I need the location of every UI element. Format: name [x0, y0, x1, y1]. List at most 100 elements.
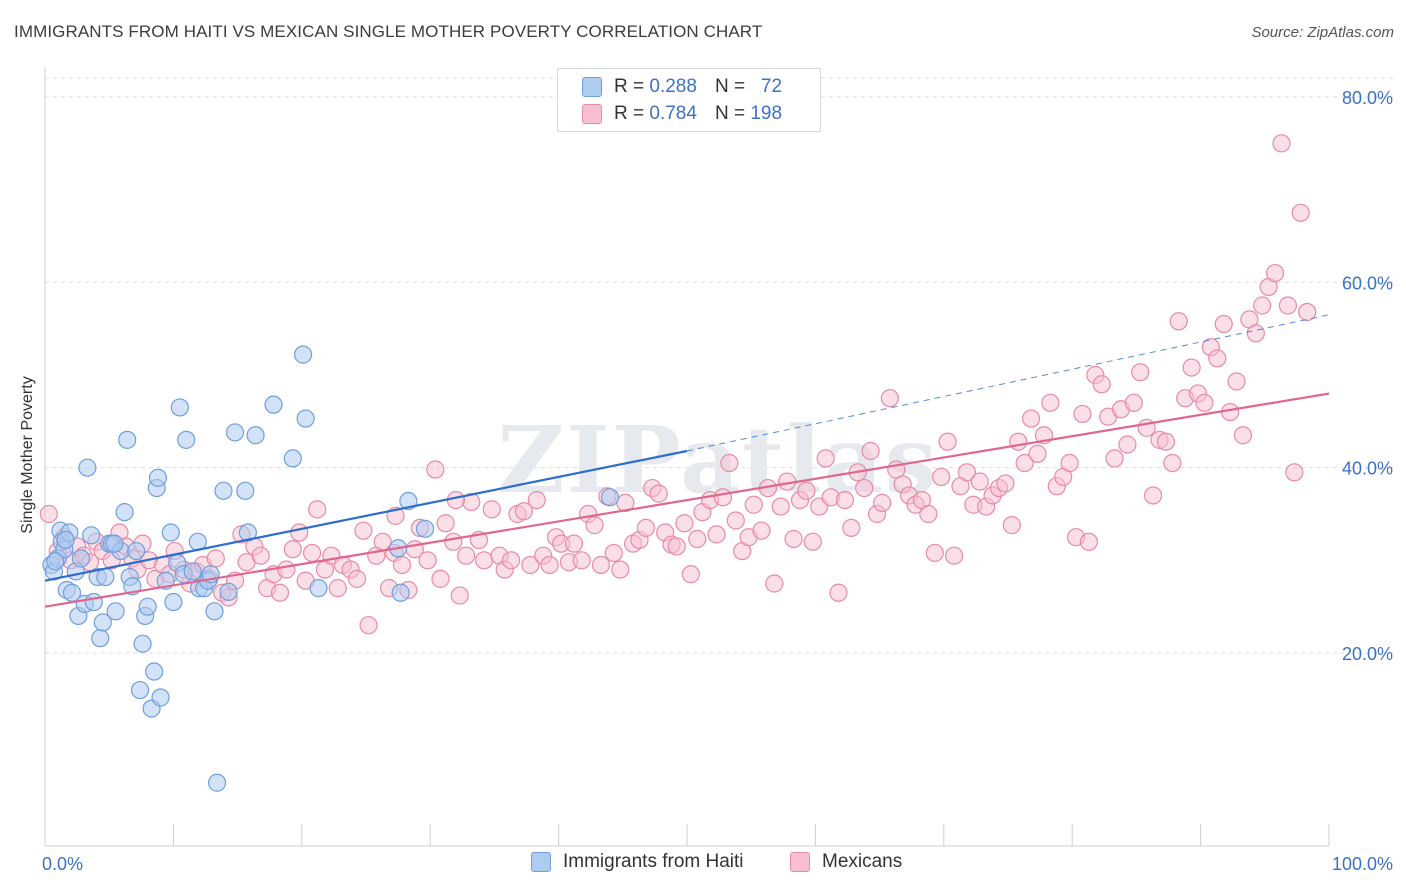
mexicans-point	[572, 551, 591, 570]
mexicans-point	[270, 583, 290, 602]
haiti-swatch	[582, 77, 602, 97]
haiti-point	[236, 481, 255, 500]
mexicans-point	[713, 488, 733, 507]
mexicans-point	[426, 460, 445, 479]
r-label: R =	[614, 76, 645, 97]
mexicans-point	[1208, 349, 1227, 368]
mexicans-point	[1298, 302, 1317, 322]
mexicans-point	[784, 529, 803, 549]
haiti-point	[130, 680, 150, 700]
r-value: 0.288	[649, 76, 697, 97]
mexicans-swatch	[790, 852, 810, 872]
mexicans-point	[880, 389, 899, 408]
mexicans-point	[514, 502, 534, 521]
haiti-swatch	[531, 852, 551, 872]
mexicans-point	[1079, 532, 1098, 551]
haiti-point	[415, 519, 435, 538]
mexicans-points	[39, 134, 1317, 635]
mexicans-point	[1272, 134, 1291, 153]
mexicans-point	[457, 546, 476, 565]
mexicans-point	[1131, 363, 1150, 382]
haiti-point	[46, 552, 65, 571]
mexicans-point	[932, 467, 951, 487]
mexicans-point	[1073, 404, 1092, 424]
haiti-point	[106, 602, 125, 621]
legend-stats: R = 0.288 N = 72 R = 0.784 N = 198	[557, 68, 821, 132]
mexicans-point	[1060, 453, 1079, 473]
mexicans-point	[527, 491, 546, 510]
haiti-point	[399, 491, 418, 511]
mexicans-point	[359, 616, 378, 635]
r-label: R =	[614, 103, 645, 124]
n-label: N =	[714, 76, 746, 97]
y-tick-label: 40.0%	[1342, 459, 1393, 479]
mexicans-point	[803, 532, 822, 551]
legend-bottom: Immigrants from Haiti Mexicans	[0, 851, 1406, 877]
mexicans-point	[290, 523, 309, 542]
haiti-point	[91, 629, 110, 648]
mexicans-point	[752, 521, 771, 540]
mexicans-point	[649, 484, 668, 503]
mexicans-point	[251, 546, 270, 565]
haiti-point	[183, 562, 202, 581]
mexicans-point	[1156, 432, 1176, 451]
mexicans-point	[957, 463, 977, 482]
haiti-point	[264, 395, 283, 414]
mexicans-point	[996, 474, 1015, 493]
mexicans-point	[744, 495, 763, 514]
mexicans-point	[720, 453, 739, 473]
haiti-point	[238, 523, 257, 542]
mexicans-point	[944, 546, 964, 565]
r-value: 0.784	[649, 103, 697, 124]
mexicans-point	[1092, 375, 1111, 394]
haiti-point	[170, 398, 189, 417]
mexicans-point	[1278, 296, 1298, 315]
axis-layer	[44, 67, 1330, 847]
mexicans-point	[636, 518, 656, 538]
mexicans-point	[475, 551, 494, 570]
mexicans-point	[1291, 203, 1310, 222]
haiti-point	[78, 458, 97, 477]
y-tick-label: 20.0%	[1342, 644, 1393, 664]
mexicans-point	[1227, 372, 1246, 391]
mexicans-point	[611, 560, 630, 579]
x-tick-label: 100.0%	[1332, 854, 1393, 874]
n-value: 198	[750, 103, 783, 124]
haiti-point	[246, 426, 265, 445]
mexicans-point	[450, 586, 469, 605]
mexicans-point	[302, 543, 322, 563]
mexicans-point	[1105, 449, 1124, 468]
mexicans-point	[604, 543, 623, 563]
haiti-point	[148, 468, 168, 487]
legend-row-mexicans: R = 0.784 N = 198	[582, 102, 782, 126]
mexicans-point	[436, 514, 455, 533]
haiti-point	[309, 579, 328, 598]
haiti-trend-line	[44, 449, 688, 582]
y-axis-label: Single Mother Poverty	[19, 376, 36, 534]
mexicans-point	[354, 521, 373, 540]
haiti-point	[105, 534, 124, 553]
haiti-point	[391, 583, 410, 602]
mexicans-point	[1233, 426, 1253, 445]
chart-title: IMMIGRANTS FROM HAITI VS MEXICAN SINGLE …	[14, 22, 763, 41]
mexicans-point	[540, 555, 559, 575]
mexicans-point	[667, 537, 686, 556]
mexicans-point	[1015, 453, 1034, 473]
haiti-point	[138, 597, 157, 616]
mexicans-point	[688, 529, 707, 549]
mexicans-point	[501, 551, 521, 570]
haiti-point	[145, 662, 164, 681]
mexicans-point	[1246, 324, 1265, 343]
mexicans-point	[328, 579, 347, 598]
mexicans-point	[835, 491, 855, 510]
mexicans-point	[1214, 314, 1233, 334]
n-value: 72	[760, 76, 783, 97]
mexicans-point	[444, 532, 463, 551]
mexicans-point	[206, 549, 225, 568]
mexicans-point	[1022, 409, 1041, 428]
mexicans-point	[1124, 393, 1143, 412]
mexicans-point	[873, 493, 892, 512]
mexicans-point	[861, 441, 880, 461]
mexicans-point	[938, 432, 957, 451]
mexicans-point	[1169, 312, 1188, 331]
